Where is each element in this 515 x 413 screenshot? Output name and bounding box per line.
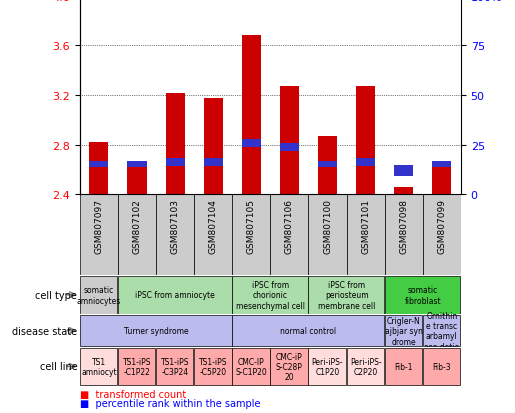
Text: GSM807105: GSM807105 — [247, 199, 256, 254]
Bar — [394, 188, 414, 195]
Bar — [90, 161, 109, 168]
Text: cell type: cell type — [36, 290, 77, 300]
Bar — [318, 161, 337, 168]
Text: GSM807097: GSM807097 — [94, 199, 104, 254]
Text: TS1-iPS
-C3P24: TS1-iPS -C3P24 — [161, 357, 190, 376]
Bar — [80, 348, 117, 385]
Bar — [194, 195, 232, 275]
Bar — [156, 195, 194, 275]
Bar — [433, 161, 451, 168]
Text: GSM807100: GSM807100 — [323, 199, 332, 254]
Bar — [423, 195, 461, 275]
Bar — [232, 195, 270, 275]
Bar — [232, 348, 270, 385]
Bar — [118, 276, 232, 314]
Text: cell line: cell line — [40, 361, 77, 372]
Bar — [423, 348, 460, 385]
Bar — [385, 276, 460, 314]
Bar — [423, 316, 460, 346]
Bar — [80, 195, 118, 275]
Bar — [280, 144, 299, 152]
Bar — [280, 87, 299, 195]
Text: GSM807099: GSM807099 — [437, 199, 447, 254]
Text: GSM807102: GSM807102 — [132, 199, 142, 254]
Bar — [347, 195, 385, 275]
Bar — [308, 195, 347, 275]
Text: disease state: disease state — [12, 326, 77, 336]
Text: Fib-1: Fib-1 — [394, 362, 413, 371]
Text: GSM807106: GSM807106 — [285, 199, 294, 254]
Bar — [270, 348, 308, 385]
Bar — [347, 348, 384, 385]
Bar — [232, 316, 384, 346]
Bar — [90, 143, 109, 195]
Bar — [166, 159, 185, 166]
Bar — [80, 276, 117, 314]
Bar — [270, 195, 308, 275]
Text: ■  transformed count: ■ transformed count — [80, 389, 186, 399]
Bar — [394, 165, 414, 176]
Bar — [242, 139, 261, 148]
Text: Crigler-N
ajbjar syn
drome: Crigler-N ajbjar syn drome — [385, 316, 423, 346]
Bar — [385, 316, 422, 346]
Bar — [204, 98, 223, 195]
Bar — [232, 276, 308, 314]
Bar — [318, 137, 337, 195]
Bar — [166, 93, 185, 195]
Text: TS1-iPS
-C1P22: TS1-iPS -C1P22 — [123, 357, 151, 376]
Text: iPSC from
periosteum
membrane cell: iPSC from periosteum membrane cell — [318, 280, 375, 310]
Text: normal control: normal control — [281, 326, 336, 335]
Bar — [194, 348, 232, 385]
Text: iPSC from
chorionic
mesenchymal cell: iPSC from chorionic mesenchymal cell — [236, 280, 305, 310]
Bar — [156, 348, 194, 385]
Text: Turner syndrome: Turner syndrome — [124, 326, 188, 335]
Bar — [308, 348, 346, 385]
Text: iPSC from amniocyte: iPSC from amniocyte — [135, 291, 215, 299]
Bar — [433, 164, 451, 195]
Text: Peri-iPS-
C1P20: Peri-iPS- C1P20 — [312, 357, 344, 376]
Text: CMC-iP
S-C28P
20: CMC-iP S-C28P 20 — [276, 352, 303, 381]
Bar — [128, 164, 147, 195]
Bar — [356, 159, 375, 166]
Bar — [385, 348, 422, 385]
Text: Ornithin
e transc
arbamyl
ase detic: Ornithin e transc arbamyl ase detic — [424, 311, 459, 351]
Text: GSM807098: GSM807098 — [399, 199, 408, 254]
Bar — [242, 36, 261, 195]
Text: GSM807103: GSM807103 — [170, 199, 180, 254]
Text: GSM807104: GSM807104 — [209, 199, 218, 254]
Bar — [80, 316, 232, 346]
Text: GSM807101: GSM807101 — [361, 199, 370, 254]
Bar — [204, 159, 223, 166]
Bar — [118, 348, 156, 385]
Text: Peri-iPS-
C2P20: Peri-iPS- C2P20 — [350, 357, 382, 376]
Bar — [356, 87, 375, 195]
Bar — [128, 161, 147, 168]
Text: somatic
fibroblast: somatic fibroblast — [404, 285, 441, 305]
Bar — [385, 195, 423, 275]
Bar — [118, 195, 156, 275]
Text: TS1-iPS
-C5P20: TS1-iPS -C5P20 — [199, 357, 228, 376]
Text: CMC-IP
S-C1P20: CMC-IP S-C1P20 — [235, 357, 267, 376]
Text: somatic
amniocytes: somatic amniocytes — [77, 285, 121, 305]
Text: TS1
amniocyt: TS1 amniocyt — [81, 357, 117, 376]
Bar — [308, 276, 384, 314]
Text: ■  percentile rank within the sample: ■ percentile rank within the sample — [80, 398, 260, 408]
Text: Fib-3: Fib-3 — [433, 362, 451, 371]
